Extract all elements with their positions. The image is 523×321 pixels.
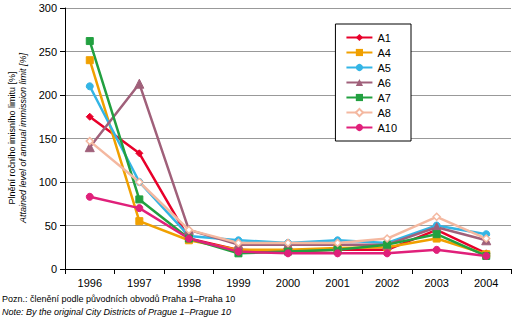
svg-text:Plnění ročního imisního limitu: Plnění ročního imisního limitu [%]	[7, 71, 17, 204]
svg-text:50: 50	[45, 220, 57, 232]
svg-text:2000: 2000	[276, 277, 300, 289]
svg-text:1996: 1996	[78, 277, 102, 289]
svg-text:0: 0	[51, 263, 57, 275]
svg-text:200: 200	[39, 89, 57, 101]
svg-text:100: 100	[39, 176, 57, 188]
svg-text:1998: 1998	[177, 277, 201, 289]
svg-text:Pozn.: členění podle původních: Pozn.: členění podle původních obvodů Pr…	[2, 294, 235, 304]
svg-text:A10: A10	[377, 122, 397, 134]
svg-text:A5: A5	[377, 62, 390, 74]
svg-text:A4: A4	[377, 47, 390, 59]
svg-text:1997: 1997	[127, 277, 151, 289]
svg-text:2004: 2004	[474, 277, 498, 289]
svg-text:250: 250	[39, 46, 57, 58]
svg-text:300: 300	[39, 2, 57, 14]
svg-text:2002: 2002	[375, 277, 399, 289]
svg-text:A7: A7	[377, 92, 390, 104]
svg-text:150: 150	[39, 133, 57, 145]
svg-text:Attained level of annual immis: Attained level of annual immission limit…	[18, 52, 28, 224]
svg-text:A8: A8	[377, 107, 390, 119]
svg-text:2001: 2001	[325, 277, 349, 289]
svg-text:A1: A1	[377, 32, 390, 44]
svg-text:A6: A6	[377, 77, 390, 89]
svg-text:2003: 2003	[424, 277, 448, 289]
svg-text:1999: 1999	[226, 277, 250, 289]
svg-text:Note: By the original City Dis: Note: By the original City Districts of …	[2, 307, 231, 317]
